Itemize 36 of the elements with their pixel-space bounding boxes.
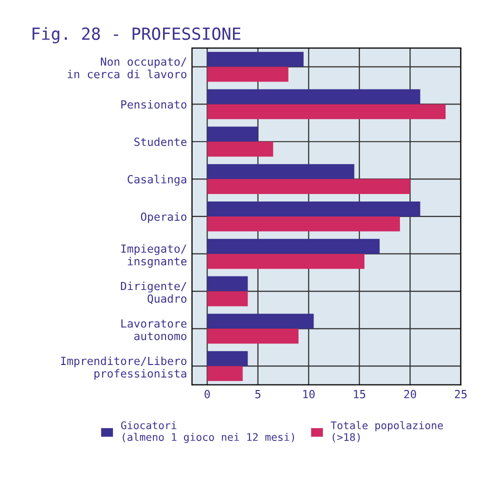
bar: [207, 201, 420, 216]
bar: [207, 291, 248, 306]
bar: [207, 238, 380, 254]
x-tick-label: 25: [454, 390, 467, 398]
legend-label: Totale popolazione (>18): [330, 421, 443, 442]
y-tick-label: Impiegato/ insgnante: [121, 244, 186, 268]
legend-label: Giocatori (almeno 1 gioco nei 12 mesi): [121, 421, 294, 444]
bar: [207, 126, 258, 142]
bar: [207, 351, 248, 366]
bar: [207, 52, 304, 67]
bar: [207, 276, 248, 292]
y-tick-label: Dirigente/ Quadro: [120, 282, 186, 304]
bar: [207, 164, 354, 180]
bar: [207, 66, 288, 82]
y-tick-label: Operaio: [140, 212, 186, 224]
x-tick-label: 0: [204, 390, 210, 398]
bar: [207, 142, 274, 157]
y-tick-label: Casalinga: [128, 174, 186, 186]
x-tick-label: 20: [404, 390, 416, 398]
bar: [207, 366, 243, 382]
bar: [207, 179, 410, 194]
y-tick-label: Pensionato: [121, 100, 186, 109]
y-tick-label: Lavoratore autonomo: [121, 319, 186, 340]
y-tick-label: Imprenditore/Libero professionista: [61, 356, 186, 380]
bar: [207, 216, 400, 232]
x-tick-label: 5: [255, 390, 260, 398]
bar: [207, 254, 364, 269]
x-tick-label: 10: [303, 390, 315, 398]
x-tick-label: 15: [354, 390, 366, 398]
y-tick-label: Studente: [134, 137, 186, 146]
y-tick-label: Non occupato/ in cerca di lavoro: [68, 58, 186, 78]
bar: [207, 314, 314, 329]
bar: [207, 104, 446, 120]
chart-title: Fig. 28 - PROFESSIONE: [32, 27, 240, 44]
bar: [207, 89, 420, 104]
bar: [207, 328, 299, 344]
